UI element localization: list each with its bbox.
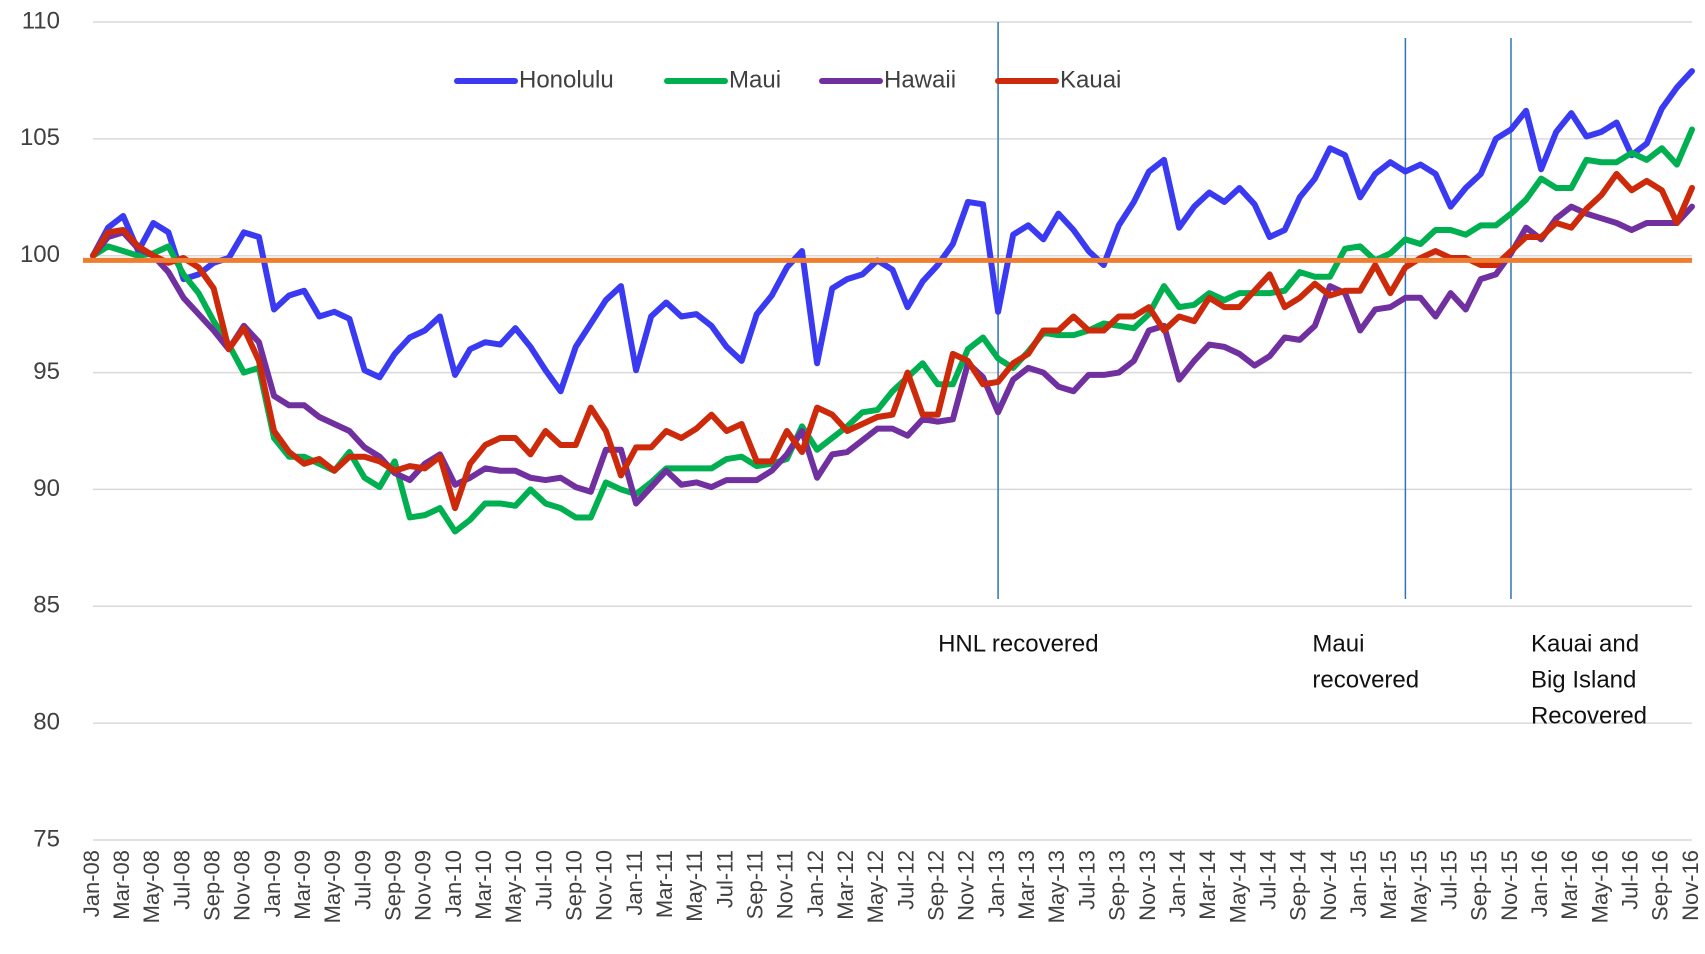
x-tick-label: May-08 xyxy=(139,850,164,923)
x-tick-label: Jul-11 xyxy=(712,850,737,908)
series-line xyxy=(90,68,1695,395)
x-tick-label: Sep-14 xyxy=(1286,850,1311,921)
x-tick-label: Sep-16 xyxy=(1648,850,1673,921)
x-tick-label: Nov-14 xyxy=(1316,850,1341,921)
x-tick-label: Sep-12 xyxy=(924,850,949,921)
legend-label: Honolulu xyxy=(519,66,614,93)
x-tick-label: Jul-15 xyxy=(1436,850,1461,910)
x-tick-label: May-12 xyxy=(863,850,888,923)
y-tick-label: 95 xyxy=(33,358,60,385)
x-tick-label: Jul-16 xyxy=(1617,850,1642,910)
x-tick-label: Nov-13 xyxy=(1135,850,1160,921)
x-tick-label: May-15 xyxy=(1406,850,1431,923)
x-tick-label: Nov-12 xyxy=(954,850,979,921)
x-tick-label: Jul-13 xyxy=(1074,850,1099,910)
x-tick-label: Mar-13 xyxy=(1014,850,1039,920)
x-tick-label: Sep-08 xyxy=(199,850,224,921)
annotation-text: Kauai and xyxy=(1531,630,1639,657)
x-tick-label: Nov-10 xyxy=(592,850,617,921)
y-tick-label: 80 xyxy=(33,708,60,735)
x-tick-label: Nov-16 xyxy=(1678,850,1703,921)
y-tick-label: 75 xyxy=(33,825,60,852)
x-tick-label: Nov-15 xyxy=(1497,850,1522,921)
x-tick-label: May-13 xyxy=(1044,850,1069,923)
x-tick-label: Sep-11 xyxy=(743,850,768,919)
x-tick-label: Jan-14 xyxy=(1165,850,1190,917)
x-tick-label: Mar-16 xyxy=(1557,850,1582,920)
y-tick-label: 90 xyxy=(33,475,60,502)
x-tick-label: Sep-10 xyxy=(562,850,587,921)
x-tick-label: May-11 xyxy=(682,850,707,922)
x-tick-label: Jan-13 xyxy=(984,850,1009,917)
x-tick-label: Jul-08 xyxy=(169,850,194,910)
x-tick-label: Jan-16 xyxy=(1527,850,1552,917)
annotation-text: Big Island xyxy=(1531,666,1636,693)
x-tick-label: Jul-12 xyxy=(893,850,918,910)
x-tick-label: Sep-15 xyxy=(1467,850,1492,921)
annotation-text: Recovered xyxy=(1531,702,1647,729)
legend-label: Kauai xyxy=(1060,66,1121,93)
x-tick-label: Jul-14 xyxy=(1255,850,1280,910)
legend-label: Maui xyxy=(729,66,781,93)
x-tick-label: Nov-11 xyxy=(773,850,798,919)
x-tick-label: Jul-09 xyxy=(350,850,375,910)
x-tick-label: Jan-12 xyxy=(803,850,828,917)
x-tick-label: Sep-13 xyxy=(1105,850,1130,921)
x-tick-label: Mar-10 xyxy=(471,850,496,920)
x-tick-label: Jan-15 xyxy=(1346,850,1371,917)
x-tick-label: Mar-15 xyxy=(1376,850,1401,920)
annotation-text: recovered xyxy=(1312,666,1419,693)
x-tick-label: Mar-14 xyxy=(1195,850,1220,920)
x-tick-label: Nov-08 xyxy=(230,850,255,921)
x-tick-label: Jan-08 xyxy=(79,850,104,917)
y-tick-label: 100 xyxy=(20,241,60,268)
y-tick-label: 85 xyxy=(33,592,60,619)
y-tick-label: 105 xyxy=(20,124,60,151)
x-tick-label: Mar-09 xyxy=(290,850,315,920)
series-line xyxy=(90,203,1695,507)
x-tick-label: Jan-10 xyxy=(441,850,466,917)
x-tick-label: Nov-09 xyxy=(411,850,436,921)
x-tick-label: Mar-12 xyxy=(833,850,858,920)
x-tick-label: Mar-11 xyxy=(652,850,677,918)
legend-label: Hawaii xyxy=(884,66,956,93)
series-line xyxy=(90,126,1695,535)
y-tick-label: 110 xyxy=(22,7,60,34)
x-tick-label: May-09 xyxy=(320,850,345,923)
x-tick-label: May-10 xyxy=(501,850,526,923)
x-tick-label: May-16 xyxy=(1587,850,1612,923)
x-tick-label: May-14 xyxy=(1225,850,1250,923)
x-tick-label: Sep-09 xyxy=(381,850,406,921)
x-tick-label: Jan-11 xyxy=(622,850,647,916)
x-tick-label: Jan-09 xyxy=(260,850,285,917)
x-tick-label: Jul-10 xyxy=(531,850,556,910)
x-tick-label: Mar-08 xyxy=(109,850,134,920)
annotation-text: HNL recovered xyxy=(938,630,1099,657)
series-line xyxy=(90,170,1695,512)
annotation-text: Maui xyxy=(1312,630,1364,657)
